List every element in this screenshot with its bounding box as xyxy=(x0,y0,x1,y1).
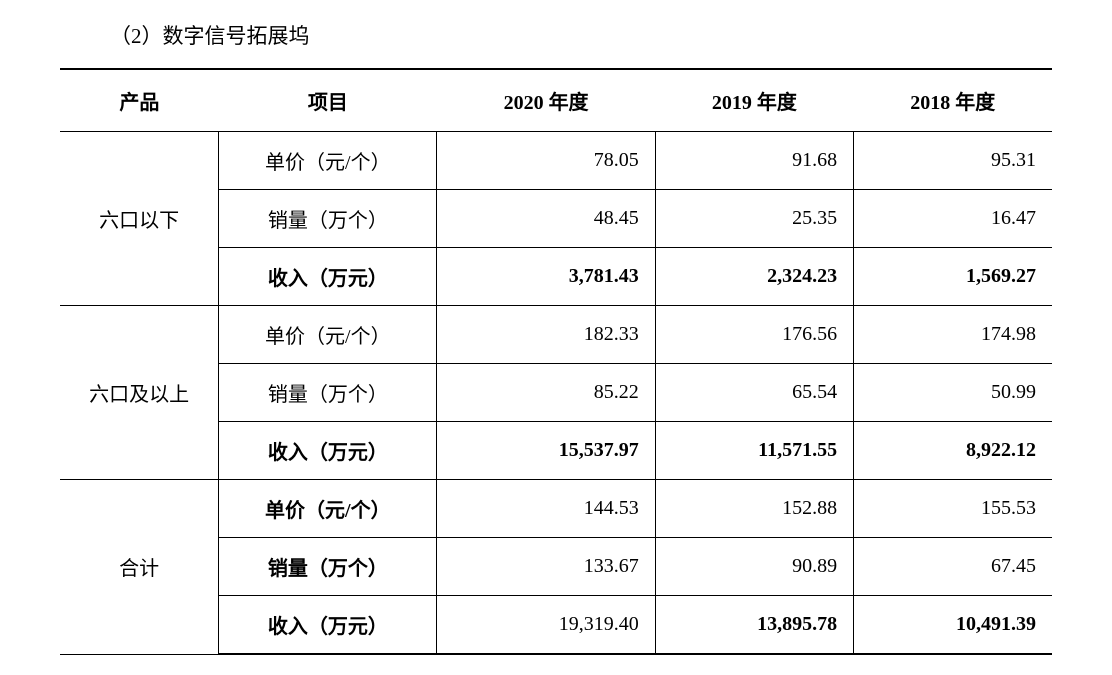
item-cell: 收入（万元） xyxy=(219,596,437,655)
value-cell: 152.88 xyxy=(655,480,853,538)
value-cell: 1,569.27 xyxy=(854,248,1052,306)
value-cell: 8,922.12 xyxy=(854,422,1052,480)
value-cell: 10,491.39 xyxy=(854,596,1052,655)
value-cell: 13,895.78 xyxy=(655,596,853,655)
item-cell: 销量（万个） xyxy=(219,364,437,422)
header-item: 项目 xyxy=(219,69,437,132)
value-cell: 78.05 xyxy=(437,132,655,190)
table-row: 合计 单价（元/个） 144.53 152.88 155.53 xyxy=(60,480,1052,538)
value-cell: 182.33 xyxy=(437,306,655,364)
value-cell: 25.35 xyxy=(655,190,853,248)
value-cell: 11,571.55 xyxy=(655,422,853,480)
value-cell: 95.31 xyxy=(854,132,1052,190)
value-cell: 155.53 xyxy=(854,480,1052,538)
section-title: （2）数字信号拓展坞 xyxy=(110,20,1052,50)
product-cell: 六口及以上 xyxy=(60,306,219,480)
item-cell: 单价（元/个） xyxy=(219,306,437,364)
value-cell: 19,319.40 xyxy=(437,596,655,655)
product-cell: 六口以下 xyxy=(60,132,219,306)
table-row: 六口及以上 单价（元/个） 182.33 176.56 174.98 xyxy=(60,306,1052,364)
header-year-2020: 2020 年度 xyxy=(437,69,655,132)
value-cell: 91.68 xyxy=(655,132,853,190)
value-cell: 90.89 xyxy=(655,538,853,596)
item-cell: 收入（万元） xyxy=(219,422,437,480)
value-cell: 2,324.23 xyxy=(655,248,853,306)
value-cell: 85.22 xyxy=(437,364,655,422)
value-cell: 50.99 xyxy=(854,364,1052,422)
header-row: 产品 项目 2020 年度 2019 年度 2018 年度 xyxy=(60,69,1052,132)
product-cell: 合计 xyxy=(60,480,219,655)
value-cell: 67.45 xyxy=(854,538,1052,596)
item-cell: 单价（元/个） xyxy=(219,132,437,190)
item-cell: 销量（万个） xyxy=(219,538,437,596)
value-cell: 3,781.43 xyxy=(437,248,655,306)
value-cell: 176.56 xyxy=(655,306,853,364)
item-cell: 收入（万元） xyxy=(219,248,437,306)
value-cell: 48.45 xyxy=(437,190,655,248)
value-cell: 65.54 xyxy=(655,364,853,422)
value-cell: 133.67 xyxy=(437,538,655,596)
data-table: 产品 项目 2020 年度 2019 年度 2018 年度 六口以下 单价（元/… xyxy=(60,68,1052,655)
item-cell: 单价（元/个） xyxy=(219,480,437,538)
header-year-2018: 2018 年度 xyxy=(854,69,1052,132)
table-row: 六口以下 单价（元/个） 78.05 91.68 95.31 xyxy=(60,132,1052,190)
value-cell: 144.53 xyxy=(437,480,655,538)
value-cell: 174.98 xyxy=(854,306,1052,364)
header-year-2019: 2019 年度 xyxy=(655,69,853,132)
value-cell: 15,537.97 xyxy=(437,422,655,480)
header-product: 产品 xyxy=(60,69,219,132)
item-cell: 销量（万个） xyxy=(219,190,437,248)
value-cell: 16.47 xyxy=(854,190,1052,248)
